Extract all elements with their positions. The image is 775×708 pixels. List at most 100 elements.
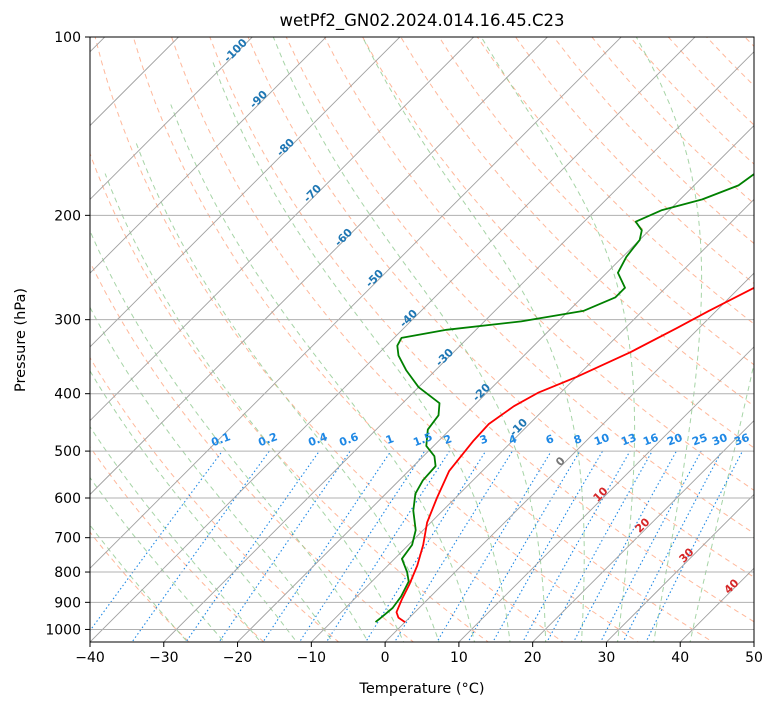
x-axis-ticks: −40 −30 −20 −10 0 10 20 30 40 50 xyxy=(75,642,763,666)
mixing-ratio-label: 0.6 xyxy=(337,430,360,449)
skewed-isotherm-line xyxy=(90,37,475,422)
y-tick-label: 200 xyxy=(54,208,81,224)
temperature-trace xyxy=(395,286,754,623)
x-tick-label: 10 xyxy=(450,650,468,666)
skewed-isotherm-line xyxy=(605,493,754,642)
mixing-ratio-label: 8 xyxy=(572,432,584,447)
isotherm-label: -90 xyxy=(247,88,270,111)
moist-adiabat-line xyxy=(90,229,369,642)
y-tick-label: 700 xyxy=(54,531,81,547)
x-tick-label: 30 xyxy=(598,650,616,666)
skewed-isotherm-line xyxy=(90,37,253,200)
skewed-isotherm-line xyxy=(90,37,622,569)
isotherm-label: -30 xyxy=(433,346,456,369)
pressure-grid xyxy=(90,36,754,630)
mixing-ratio-label: 10 xyxy=(592,431,611,449)
skewed-isotherm-line xyxy=(163,51,754,642)
skewed-isotherm-line xyxy=(90,37,549,496)
mixing-ratio-label: 25 xyxy=(690,431,709,448)
mixing-ratio-line xyxy=(436,450,552,642)
x-tick-label: −30 xyxy=(149,650,179,666)
mixing-ratio-label: 0.4 xyxy=(306,430,329,449)
mixing-ratio-label: 2 xyxy=(442,432,454,447)
mixing-ratio-line xyxy=(546,450,653,642)
mixing-ratio-label: 16 xyxy=(641,431,660,449)
x-tick-label: −10 xyxy=(297,650,327,666)
y-tick-label: 400 xyxy=(54,387,81,403)
skewed-isotherm-line xyxy=(90,37,696,642)
mixing-ratio-label: 0.2 xyxy=(256,430,279,449)
y-tick-label: 100 xyxy=(54,30,81,46)
mixing-ratio-line xyxy=(467,450,581,642)
isotherm-label: 20 xyxy=(633,515,653,535)
mixing-ratio-label: 0.1 xyxy=(209,430,232,449)
dry-adiabat-line xyxy=(90,260,415,642)
mixing-ratio-line xyxy=(522,450,631,642)
background-lines xyxy=(0,10,754,654)
mixing-ratio-line xyxy=(131,450,270,642)
mixing-ratio-line xyxy=(262,450,392,642)
isotherm-label: -60 xyxy=(332,226,355,249)
skewed-isotherm-line xyxy=(458,346,754,642)
x-tick-label: 50 xyxy=(745,650,763,666)
dry-adiabat-line xyxy=(132,37,639,642)
chart-title: wetPf2_GN02.2024.014.16.45.C23 xyxy=(280,11,565,31)
y-tick-label: 800 xyxy=(54,565,81,581)
dry-adiabat-line xyxy=(94,37,564,642)
mixing-ratio-line xyxy=(325,450,450,642)
mixing-ratio-label: 20 xyxy=(665,431,684,449)
plot-frame xyxy=(89,36,755,643)
y-tick-label: 500 xyxy=(54,444,81,460)
mixing-ratio-line xyxy=(492,450,604,642)
skewed-isotherm-line xyxy=(90,37,327,274)
dry-adiabat-line xyxy=(476,37,754,325)
dry-adiabat-line xyxy=(362,37,754,449)
dry-adiabat-line xyxy=(629,37,754,165)
skewed-isotherm-line xyxy=(0,10,58,654)
mixing-ratio-label: 4 xyxy=(507,432,519,447)
moist-adiabat-line xyxy=(480,37,636,642)
y-axis-ticks: 100 200 300 400 500 600 700 800 900 1000 xyxy=(45,30,90,638)
dry-adiabat-line xyxy=(744,37,754,47)
moist-adiabat-line xyxy=(212,61,511,642)
dry-adiabat-line xyxy=(285,37,754,535)
mixing-ratio-label: 6 xyxy=(544,432,556,447)
moist-adiabat-line xyxy=(90,425,262,642)
mixing-ratio-label: 3 xyxy=(478,432,490,447)
mixing-ratio-label: 30 xyxy=(710,431,729,449)
skewed-isotherm-line xyxy=(310,198,754,642)
dry-adiabat-line xyxy=(247,37,754,578)
x-tick-label: 0 xyxy=(381,650,390,666)
skewed-isotherm-line xyxy=(384,272,754,642)
isotherm-label: -40 xyxy=(397,307,420,330)
moist-adiabat-line xyxy=(90,369,298,642)
mixing-ratio-line xyxy=(90,450,223,632)
isotherm-label: 10 xyxy=(591,484,611,504)
moist-adiabat-line xyxy=(90,306,334,642)
moist-adiabat-line xyxy=(90,524,189,642)
skewed-isotherm-line xyxy=(753,641,754,642)
moist-adiabat-line xyxy=(635,37,703,642)
y-tick-label: 300 xyxy=(54,313,81,329)
dry-adiabat-line xyxy=(171,37,714,642)
moist-adiabat-line xyxy=(90,476,225,642)
isotherm-label: 40 xyxy=(722,576,742,596)
moist-adiabat-line xyxy=(689,361,754,642)
mixing-ratio-label: 13 xyxy=(619,431,638,448)
mixing-ratio-label: 36 xyxy=(732,431,751,449)
y-axis-label: Pressure (hPa) xyxy=(13,288,29,392)
moist-adiabat-line xyxy=(170,104,476,642)
x-tick-label: 20 xyxy=(524,650,542,666)
dry-adiabat-line xyxy=(323,37,754,491)
skewed-isotherm-line xyxy=(90,37,401,348)
dewpoint-trace xyxy=(374,172,754,623)
mixing-ratio-line xyxy=(185,450,320,642)
skewed-isotherm-line xyxy=(90,37,180,127)
y-tick-label: 1000 xyxy=(45,622,81,638)
mixing-ratio-line xyxy=(298,450,426,642)
dry-adiabat-line xyxy=(706,37,754,87)
sounding-traces xyxy=(374,172,754,623)
skewed-isotherm-line xyxy=(236,124,754,642)
skewed-isotherm-line xyxy=(532,420,754,642)
